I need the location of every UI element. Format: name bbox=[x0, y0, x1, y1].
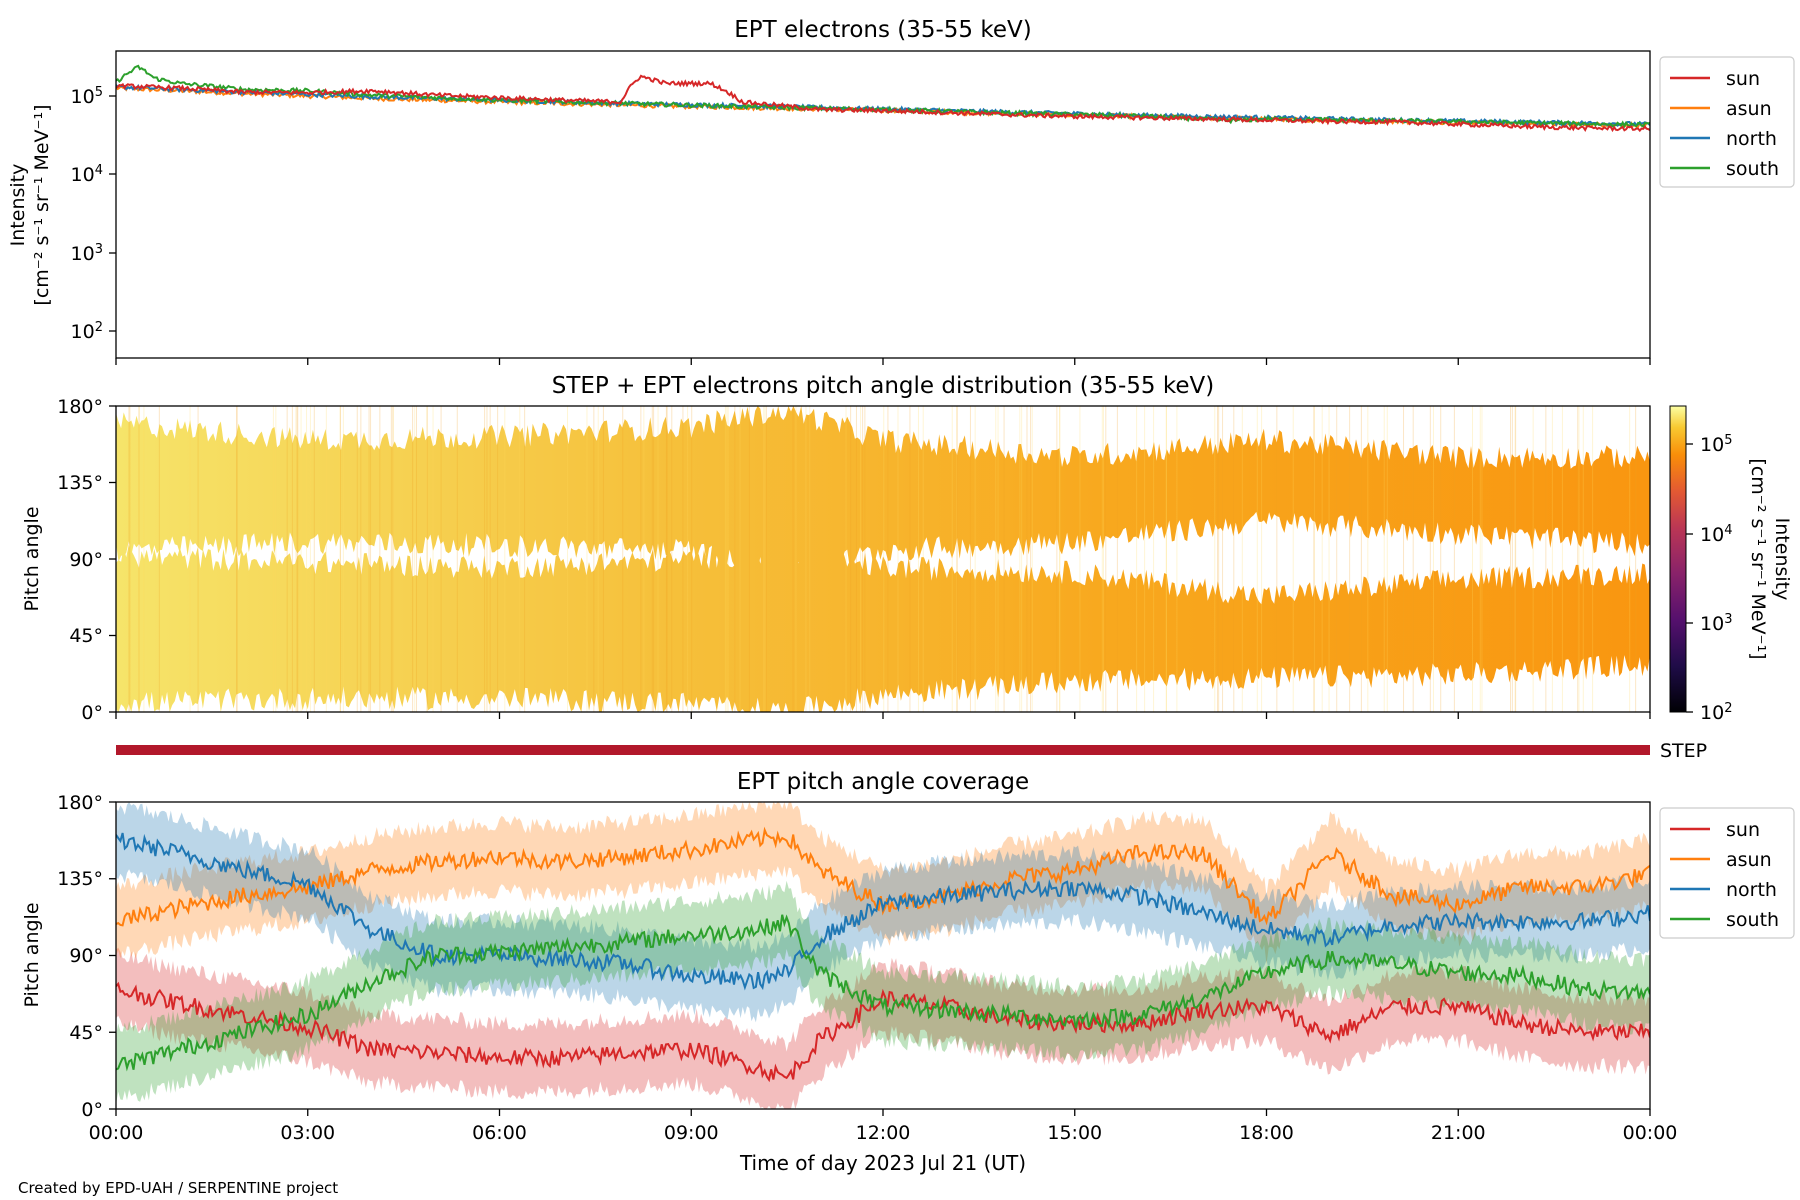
svg-text:sun: sun bbox=[1726, 68, 1760, 90]
panel3-xticks bbox=[115, 1109, 1651, 1116]
coverage-band-sun bbox=[116, 947, 1650, 1109]
credit-text: Created by EPD-UAH / SERPENTINE project bbox=[18, 1179, 338, 1197]
panel3-ytick-180: 180° bbox=[57, 792, 103, 814]
panel1-ytick-1e5: 105 bbox=[71, 85, 116, 109]
panel2-title: STEP + EPT electrons pitch angle distrib… bbox=[552, 373, 1214, 399]
panel2-ytick-135: 135° bbox=[57, 472, 103, 494]
step-coverage-bar: STEP bbox=[116, 740, 1707, 762]
panel3-yticks: 180° 135° 90° 45° 0° bbox=[57, 792, 116, 1121]
panel1-legend: sun asun north south bbox=[1659, 56, 1795, 188]
panel3-ytick-0: 0° bbox=[81, 1099, 103, 1121]
xtick-label: 09:00 bbox=[664, 1122, 719, 1144]
legend1-sun: sun bbox=[1670, 68, 1760, 90]
panel3-legend: sun asun north south bbox=[1659, 807, 1795, 939]
svg-text:102: 102 bbox=[1700, 701, 1732, 725]
panel1-yticks: 105 104 103 102 bbox=[71, 85, 116, 344]
panel2-ylabel: Pitch angle bbox=[21, 506, 43, 611]
coverage-line-south bbox=[116, 914, 1650, 1072]
svg-text:north: north bbox=[1726, 128, 1777, 150]
svg-text:102: 102 bbox=[71, 320, 103, 344]
pitch-heatmap bbox=[116, 406, 1650, 712]
colorbar: 105 104 103 102 Intensity [cm⁻² s⁻¹ sr⁻¹… bbox=[1669, 405, 1793, 725]
svg-text:103: 103 bbox=[1700, 612, 1732, 636]
xtick-label: 06:00 bbox=[472, 1122, 527, 1144]
xtick-label: 00:00 bbox=[1623, 1122, 1678, 1144]
panel3-ytick-90: 90° bbox=[69, 945, 103, 967]
svg-text:104: 104 bbox=[71, 163, 103, 187]
legend3-asun: asun bbox=[1670, 849, 1772, 871]
panel1-title: EPT electrons (35-55 keV) bbox=[734, 17, 1031, 43]
colorbar-gradient bbox=[1669, 405, 1687, 713]
svg-text:105: 105 bbox=[1700, 433, 1732, 457]
svg-text:north: north bbox=[1726, 879, 1777, 901]
heatmap-streaks bbox=[128, 406, 1637, 712]
svg-text:south: south bbox=[1726, 158, 1779, 180]
xtick-label: 18:00 bbox=[1239, 1122, 1294, 1144]
panel3-ytick-45: 45° bbox=[69, 1022, 103, 1044]
legend1-south: south bbox=[1670, 158, 1779, 180]
svg-text:104: 104 bbox=[1700, 523, 1732, 547]
legend3-south: south bbox=[1670, 909, 1779, 931]
colorbar-label-line2: [cm⁻² s⁻¹ sr⁻¹ MeV⁻¹] bbox=[1747, 458, 1769, 659]
panel-intensity: EPT electrons (35-55 keV) 105 104 103 10… bbox=[7, 17, 1795, 365]
panel3-ylabel: Pitch angle bbox=[21, 902, 43, 1007]
svg-text:103: 103 bbox=[71, 242, 103, 266]
svg-text:asun: asun bbox=[1726, 849, 1772, 871]
panel2-yticks: 180° 135° 90° 45° 0° bbox=[57, 396, 116, 724]
coverage-line-asun bbox=[116, 826, 1650, 927]
panel2-ytick-90: 90° bbox=[69, 549, 103, 571]
x-tick-labels: 00:00 03:00 06:00 09:00 12:00 15:00 18:00 21:00… bbox=[89, 1122, 1678, 1144]
coverage-line-sun bbox=[116, 981, 1650, 1083]
panel2-ytick-180: 180° bbox=[57, 396, 103, 418]
legend3-sun: sun bbox=[1670, 819, 1760, 841]
panel1-series-group bbox=[116, 64, 1650, 133]
panel1-ytick-1e4: 104 bbox=[71, 163, 116, 187]
heatmap-band-upper bbox=[116, 406, 1650, 585]
series-line-sun bbox=[116, 74, 1650, 133]
xtick-label: 15:00 bbox=[1047, 1122, 1102, 1144]
panel3-title: EPT pitch angle coverage bbox=[737, 769, 1029, 795]
xtick-label: 12:00 bbox=[856, 1122, 911, 1144]
panel2-ytick-0: 0° bbox=[81, 702, 103, 724]
panel1-ytick-1e3: 103 bbox=[71, 242, 116, 266]
panel1-ytick-1e2: 102 bbox=[71, 320, 116, 344]
legend1-north: north bbox=[1670, 128, 1777, 150]
heatmap-band-lower bbox=[116, 540, 1650, 712]
panel3-series-group bbox=[116, 802, 1650, 1109]
xtick-label: 03:00 bbox=[280, 1122, 335, 1144]
panel1-ylabel-line1: Intensity bbox=[7, 164, 29, 247]
colorbar-label-line1: Intensity bbox=[1771, 518, 1793, 601]
panel1-xticks bbox=[115, 358, 1651, 365]
colorbar-ticks: 105 104 103 102 bbox=[1686, 433, 1732, 725]
legend1-asun: asun bbox=[1670, 98, 1772, 120]
panel-pitch-coverage: EPT pitch angle coverage 180° 135° 90° 4… bbox=[21, 769, 1795, 1121]
panel2-ytick-45: 45° bbox=[69, 625, 103, 647]
xtick-label: 00:00 bbox=[89, 1122, 144, 1144]
svg-text:south: south bbox=[1726, 909, 1779, 931]
legend3-north: north bbox=[1670, 879, 1777, 901]
step-label: STEP bbox=[1660, 740, 1707, 762]
svg-text:asun: asun bbox=[1726, 98, 1772, 120]
x-axis-label: Time of day 2023 Jul 21 (UT) bbox=[739, 1151, 1026, 1175]
panel2-xticks bbox=[115, 712, 1651, 719]
step-bar bbox=[116, 745, 1650, 755]
panel1-ylabel-line2: [cm⁻² s⁻¹ sr⁻¹ MeV⁻¹] bbox=[31, 104, 53, 305]
panel-pitch-distribution: STEP + EPT electrons pitch angle distrib… bbox=[21, 373, 1793, 724]
svg-text:105: 105 bbox=[71, 85, 103, 109]
xtick-label: 21:00 bbox=[1431, 1122, 1486, 1144]
svg-text:sun: sun bbox=[1726, 819, 1760, 841]
coverage-line-north bbox=[116, 832, 1650, 991]
panel3-ytick-135: 135° bbox=[57, 868, 103, 890]
series-line-south bbox=[116, 64, 1650, 129]
